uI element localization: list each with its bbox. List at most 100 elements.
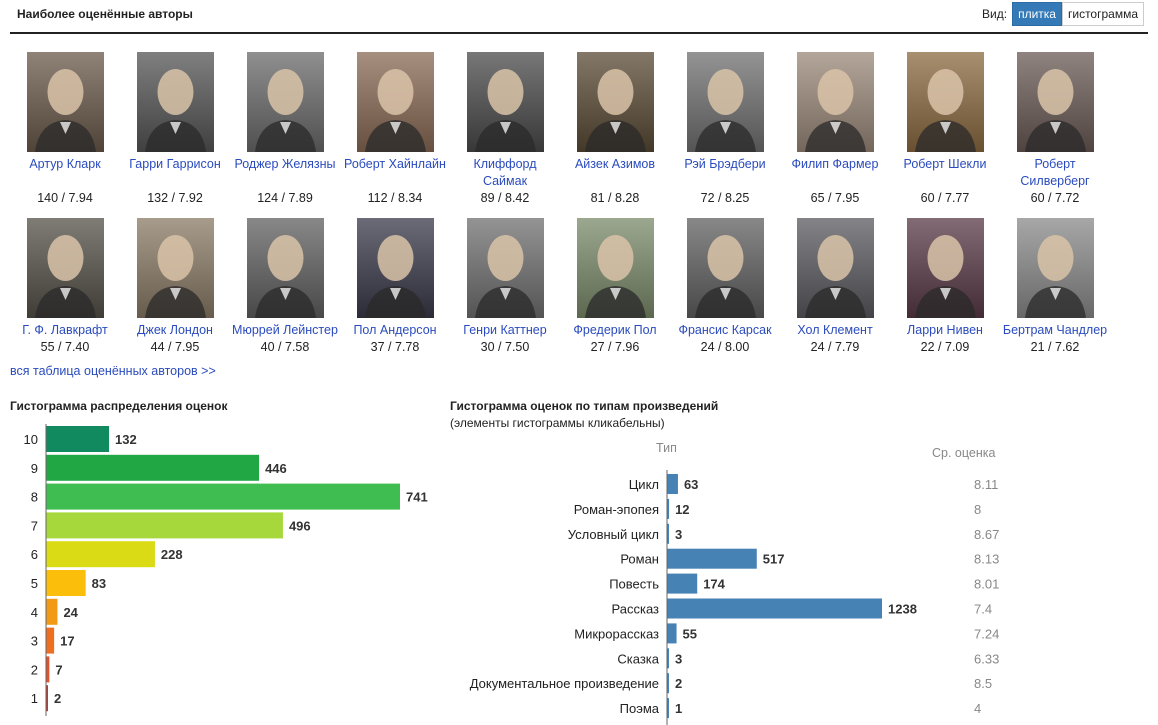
- portrait-icon: [576, 218, 654, 318]
- author-name-link[interactable]: Айзек Азимов: [574, 157, 656, 171]
- type-bar[interactable]: [667, 673, 669, 694]
- type-bar-value: 3: [675, 651, 682, 666]
- rating-tick-label: 2: [31, 662, 38, 677]
- type-bar-value: 63: [684, 477, 698, 492]
- author-name-link[interactable]: Ларри Нивен: [907, 323, 983, 337]
- author-score: 40 / 7.58: [260, 340, 310, 354]
- author-card: Хол Клемент 24 / 7.79: [780, 218, 890, 354]
- author-photo[interactable]: [576, 52, 654, 152]
- rating-bar[interactable]: [46, 685, 48, 712]
- rating-bar[interactable]: [46, 454, 260, 481]
- author-name-link[interactable]: Хол Клемент: [797, 323, 873, 337]
- author-name-link[interactable]: Роберт Шекли: [903, 157, 987, 171]
- type-tick-label: Роман-эпопея: [574, 502, 659, 517]
- author-name-link[interactable]: Филип Фармер: [791, 157, 879, 171]
- author-name-link[interactable]: Гарри Гаррисон: [129, 157, 221, 171]
- author-photo[interactable]: [906, 218, 984, 318]
- portrait-icon: [906, 52, 984, 152]
- author-photo[interactable]: [1016, 52, 1094, 152]
- author-card: Гарри Гаррисон 132 / 7.92: [120, 52, 230, 205]
- author-photo[interactable]: [356, 218, 434, 318]
- type-bar[interactable]: [667, 548, 757, 569]
- rating-bar[interactable]: [46, 656, 50, 683]
- type-tick-label: Сказка: [617, 651, 659, 666]
- author-score: 24 / 8.00: [700, 340, 750, 354]
- type-bar[interactable]: [667, 698, 669, 719]
- type-avg-value: 7.24: [974, 626, 999, 641]
- author-name-link[interactable]: Роджер Желязны: [234, 157, 336, 171]
- author-card: Ларри Нивен 22 / 7.09: [890, 218, 1000, 354]
- author-photo[interactable]: [136, 218, 214, 318]
- rating-bar[interactable]: [46, 627, 55, 654]
- author-photo[interactable]: [1016, 218, 1094, 318]
- portrait-icon: [356, 218, 434, 318]
- author-name-link[interactable]: Роберт Хайнлайн: [344, 157, 446, 171]
- type-tick-label: Документальное произведение: [470, 676, 659, 691]
- view-histogram-button[interactable]: гистограмма: [1061, 2, 1144, 26]
- author-photo[interactable]: [136, 52, 214, 152]
- type-bar[interactable]: [667, 648, 669, 669]
- author-card: Роберт Силверберг 60 / 7.72: [1000, 52, 1110, 205]
- portrait-icon: [796, 218, 874, 318]
- view-switch: Вид: плитка гистограмма: [982, 2, 1144, 26]
- rating-bar[interactable]: [46, 426, 110, 452]
- rating-bar[interactable]: [46, 541, 155, 568]
- type-bar-value: 517: [763, 552, 785, 567]
- author-name-link[interactable]: Франсис Карсак: [678, 323, 772, 337]
- view-label: Вид:: [982, 7, 1008, 21]
- author-name-link[interactable]: Клиффорд Саймак: [473, 157, 537, 188]
- author-photo[interactable]: [686, 218, 764, 318]
- hist2-subtitle: (элементы гистограммы кликабельны): [450, 416, 665, 430]
- type-tick-label: Рассказ: [612, 602, 660, 617]
- author-name-link[interactable]: Рэй Брэдбери: [684, 157, 766, 171]
- author-name-link[interactable]: Артур Кларк: [29, 157, 101, 171]
- type-bar-value: 2: [675, 676, 682, 691]
- rating-bar[interactable]: [46, 570, 86, 596]
- author-name-link[interactable]: Генри Каттнер: [463, 323, 547, 337]
- author-photo[interactable]: [686, 52, 764, 152]
- author-photo[interactable]: [906, 52, 984, 152]
- author-photo[interactable]: [466, 52, 544, 152]
- type-bar[interactable]: [667, 498, 670, 519]
- author-photo[interactable]: [796, 52, 874, 152]
- author-photo[interactable]: [26, 218, 104, 318]
- rating-tick-label: 5: [31, 576, 38, 591]
- rating-bar[interactable]: [46, 483, 400, 510]
- author-score: 22 / 7.09: [920, 340, 970, 354]
- author-photo[interactable]: [576, 218, 654, 318]
- view-tile-button[interactable]: плитка: [1012, 2, 1062, 26]
- type-avg-value: 8.13: [974, 552, 999, 567]
- author-card: Клиффорд Саймак 89 / 8.42: [450, 52, 560, 205]
- author-card: Артур Кларк 140 / 7.94: [10, 52, 120, 205]
- author-photo[interactable]: [246, 52, 324, 152]
- type-bar[interactable]: [667, 474, 678, 494]
- portrait-icon: [906, 218, 984, 318]
- author-photo[interactable]: [246, 218, 324, 318]
- author-score: 81 / 8.28: [590, 191, 640, 205]
- rating-bar-value: 496: [289, 518, 311, 533]
- rating-tick-label: 1: [31, 691, 38, 706]
- hist2-title: Гистограмма оценок по типам произведений: [450, 399, 719, 413]
- type-avg-value: 6.33: [974, 651, 999, 666]
- rating-bar[interactable]: [46, 512, 283, 539]
- author-photo[interactable]: [356, 52, 434, 152]
- author-name-link[interactable]: Мюррей Лейнстер: [232, 323, 338, 337]
- author-name-link[interactable]: Бертрам Чандлер: [1002, 323, 1108, 337]
- type-bar[interactable]: [667, 598, 882, 619]
- author-name-link[interactable]: Г. Ф. Лавкрафт: [22, 323, 108, 337]
- author-name-link[interactable]: Джек Лондон: [137, 323, 213, 337]
- rating-bar[interactable]: [46, 598, 58, 625]
- author-name-link[interactable]: Роберт Силверберг: [1020, 157, 1090, 188]
- author-photo[interactable]: [796, 218, 874, 318]
- author-photo[interactable]: [466, 218, 544, 318]
- portrait-icon: [356, 52, 434, 152]
- rating-bar-value: 7: [55, 662, 62, 677]
- type-bar[interactable]: [667, 523, 669, 544]
- author-name-link[interactable]: Фредерик Пол: [573, 323, 657, 337]
- all-authors-link[interactable]: вся таблица оценённых авторов >>: [10, 364, 216, 378]
- type-bar[interactable]: [667, 573, 698, 594]
- author-name-link[interactable]: Пол Андерсон: [353, 323, 437, 337]
- type-bar[interactable]: [667, 623, 677, 644]
- author-photo[interactable]: [26, 52, 104, 152]
- author-card: Фредерик Пол 27 / 7.96: [560, 218, 670, 354]
